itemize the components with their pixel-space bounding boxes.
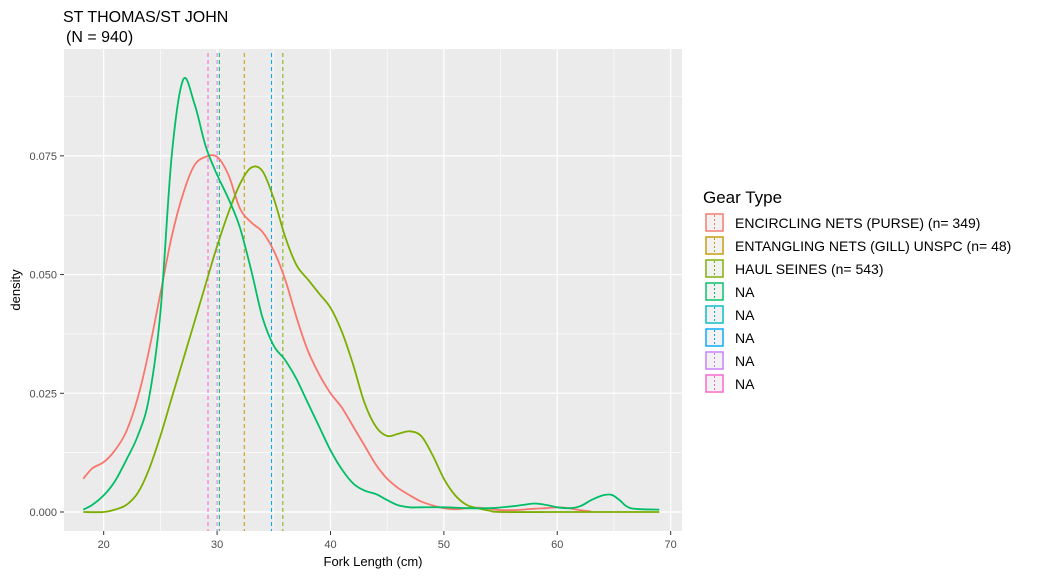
legend-key (705, 351, 724, 370)
legend-label: ENTANGLING NETS (GILL) UNSPC (n= 48) (735, 238, 1011, 254)
y-tick-label: 0.075 (29, 151, 57, 163)
legend-key-bg (705, 259, 724, 278)
legend-key-bg (705, 305, 724, 324)
legend-key-bg (705, 351, 724, 370)
major-gridlines (64, 49, 682, 531)
chart-title: ST THOMAS/ST JOHN (63, 9, 228, 26)
legend-key (705, 282, 724, 301)
legend-key (705, 374, 724, 393)
legend-key-bg (705, 374, 724, 393)
y-axis: 0.000 0.025 0.050 0.075 (29, 151, 64, 519)
mean-reference-lines (207, 53, 284, 531)
density-curve (82, 154, 592, 513)
x-tick-label: 70 (665, 539, 677, 551)
legend-label: NA (735, 353, 755, 369)
legend-key-bg (705, 213, 724, 232)
legend-label: NA (735, 330, 755, 346)
density-curve (83, 165, 660, 514)
density-curve (82, 77, 660, 511)
legend-label: NA (735, 376, 755, 392)
legend-label: HAUL SEINES (n= 543) (735, 261, 884, 277)
y-axis-title: density (8, 269, 23, 311)
legend-label: NA (735, 284, 755, 300)
x-tick-label: 40 (324, 539, 336, 551)
legend-key (705, 328, 724, 347)
x-tick-label: 50 (438, 539, 450, 551)
x-tick-label: 60 (551, 539, 563, 551)
legend-key-bg (705, 328, 724, 347)
legend: Gear Type ENCIRCLING NETS (PURSE) (n= 34… (703, 188, 1011, 393)
y-tick-label: 0.000 (29, 507, 57, 519)
y-tick-label: 0.025 (29, 388, 57, 400)
legend-key-bg (705, 236, 724, 255)
legend-label: NA (735, 307, 755, 323)
y-tick-label: 0.050 (29, 270, 57, 282)
legend-title: Gear Type (703, 188, 782, 207)
legend-key (705, 213, 724, 232)
density-curves (82, 77, 660, 514)
plot-panel (64, 49, 682, 531)
x-axis-title: Fork Length (cm) (324, 554, 423, 569)
x-tick-label: 20 (98, 539, 110, 551)
legend-key (705, 259, 724, 278)
legend-label: ENCIRCLING NETS (PURSE) (n= 349) (735, 215, 980, 231)
legend-key-bg (705, 282, 724, 301)
x-axis: 20 30 40 50 60 70 (98, 531, 677, 551)
legend-key (705, 236, 724, 255)
chart-subtitle: (N = 940) (66, 29, 133, 46)
legend-key (705, 305, 724, 324)
x-tick-label: 30 (211, 539, 223, 551)
